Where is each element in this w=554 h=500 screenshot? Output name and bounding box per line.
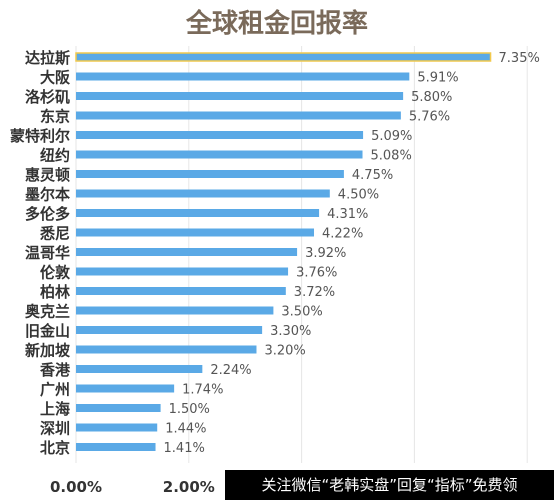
value-label-16: 2.24% — [210, 363, 251, 378]
category-label-3: 东京 — [40, 108, 70, 126]
bar-17 — [76, 384, 175, 393]
value-label-19: 1.44% — [165, 422, 206, 437]
category-label-16: 香港 — [40, 361, 71, 379]
category-label-19: 深圳 — [40, 420, 70, 438]
bar-4 — [76, 131, 364, 139]
value-label-0: 7.35% — [499, 51, 540, 66]
value-label-9: 4.22% — [322, 227, 363, 242]
value-label-2: 5.80% — [411, 90, 452, 105]
category-label-4: 蒙特利尔 — [10, 127, 70, 145]
category-label-10: 温哥华 — [25, 244, 70, 262]
watermark-banner: 关注微信“老韩实盘”回复“指标”免费领 — [225, 470, 554, 500]
bar-18 — [76, 404, 161, 412]
value-label-8: 4.31% — [327, 207, 368, 222]
bar-7 — [76, 189, 330, 198]
value-label-5: 5.08% — [371, 149, 412, 164]
category-label-14: 旧金山 — [25, 322, 70, 340]
bar-8 — [76, 209, 320, 217]
category-label-6: 惠灵顿 — [25, 166, 70, 184]
value-label-3: 5.76% — [409, 110, 450, 125]
value-label-15: 3.20% — [264, 344, 305, 359]
value-labels: 7.35% 5.91% 5.80% 5.76% 5.09% 5.08% 4.75% 4.50%… — [164, 51, 540, 456]
category-label-20: 北京 — [40, 439, 70, 457]
category-label-18: 上海 — [40, 400, 70, 418]
value-label-11: 3.76% — [296, 266, 337, 281]
bar-13 — [76, 306, 274, 315]
bar-20 — [76, 443, 156, 451]
bar-19 — [76, 423, 158, 432]
bars — [75, 52, 492, 451]
value-label-1: 5.91% — [417, 71, 458, 86]
category-label-2: 洛杉矶 — [25, 88, 70, 106]
x-tick-label-1: 2.00% — [163, 478, 215, 496]
category-label-13: 奥克兰 — [25, 303, 70, 321]
category-label-5: 纽约 — [40, 147, 70, 165]
category-label-7: 墨尔本 — [25, 186, 70, 204]
value-label-18: 1.50% — [169, 402, 210, 417]
bar-3 — [76, 111, 401, 120]
bar-0 — [75, 52, 492, 62]
bar-12 — [76, 287, 286, 295]
bar-1 — [76, 72, 410, 81]
value-label-10: 3.92% — [305, 246, 346, 261]
category-labels: 达拉斯大阪洛杉矶东京蒙特利尔纽约惠灵顿墨尔本多伦多悉尼温哥华伦敦柏林奥克兰旧金山… — [10, 49, 71, 457]
value-label-17: 1.74% — [182, 383, 223, 398]
category-label-0: 达拉斯 — [25, 49, 70, 67]
bar-10 — [76, 248, 298, 256]
bar-14 — [76, 326, 263, 334]
category-label-17: 广州 — [40, 381, 70, 399]
category-label-8: 多伦多 — [25, 205, 70, 223]
category-label-1: 大阪 — [40, 69, 71, 87]
bar-15 — [76, 345, 257, 354]
value-label-14: 3.30% — [270, 324, 311, 339]
chart-title: 全球租金回报率 — [185, 8, 368, 39]
value-label-20: 1.41% — [164, 441, 205, 456]
value-label-13: 3.50% — [281, 305, 322, 320]
value-label-4: 5.09% — [371, 129, 412, 144]
bar-2 — [76, 92, 404, 100]
category-label-11: 伦敦 — [40, 264, 71, 282]
category-label-12: 柏林 — [40, 283, 71, 301]
bar-11 — [76, 267, 289, 276]
category-label-9: 悉尼 — [39, 225, 70, 243]
category-label-15: 新加坡 — [25, 342, 70, 360]
value-label-7: 4.50% — [338, 188, 379, 203]
bar-16 — [76, 365, 203, 373]
x-axis-ticks: 0.00% 2.00% — [50, 478, 215, 496]
value-label-6: 4.75% — [352, 168, 393, 183]
bar-6 — [76, 170, 344, 178]
bar-9 — [76, 228, 315, 237]
value-label-12: 3.72% — [294, 285, 335, 300]
x-tick-label-0: 0.00% — [50, 478, 102, 496]
bar-5 — [76, 150, 363, 159]
